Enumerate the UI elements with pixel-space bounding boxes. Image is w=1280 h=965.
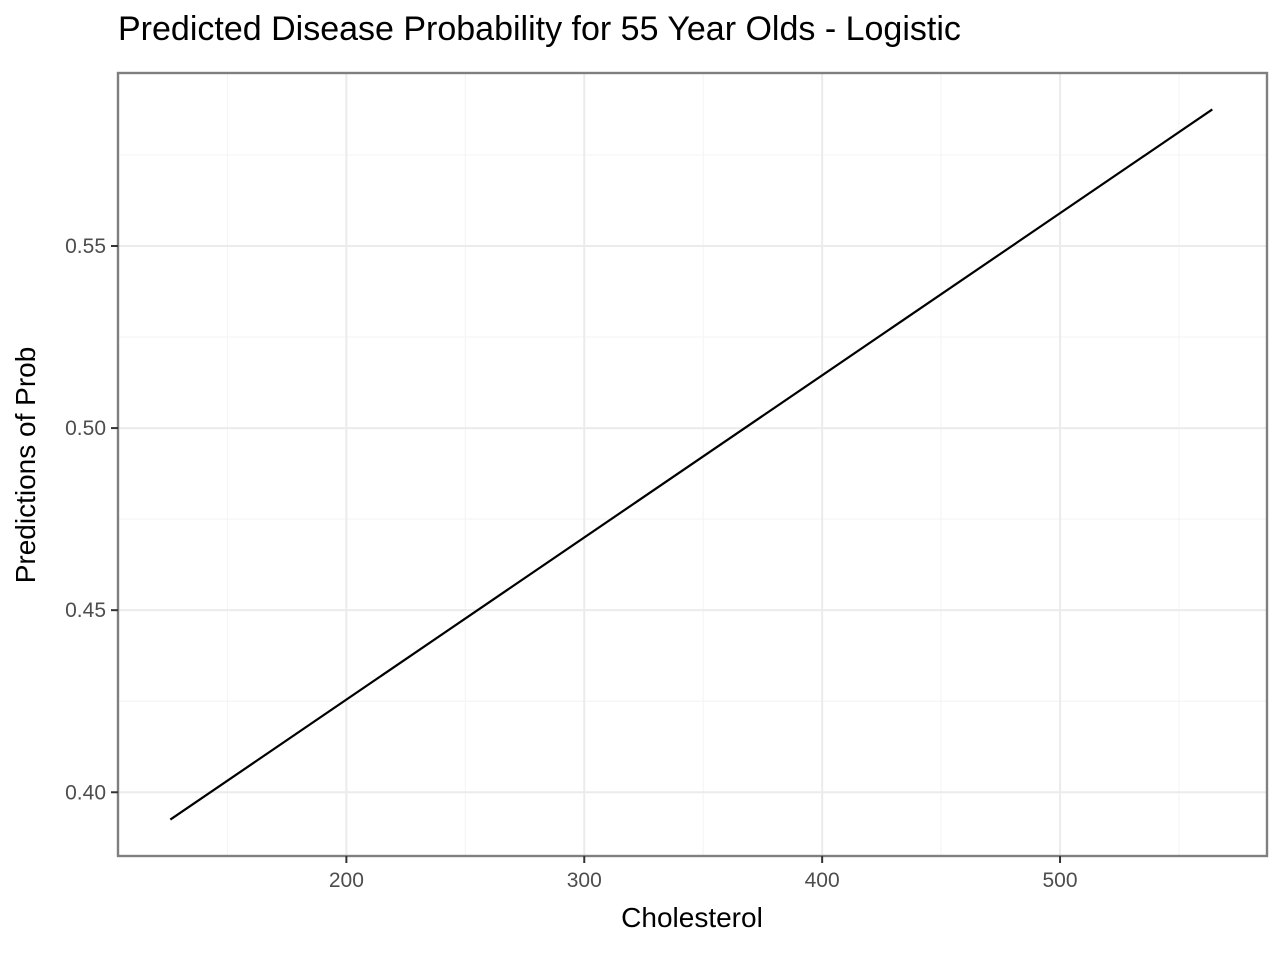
panel-border: [116, 71, 1269, 858]
major-grid: [118, 73, 1267, 856]
chart-title: Predicted Disease Probability for 55 Yea…: [118, 10, 961, 48]
x-axis-title: Cholesterol: [621, 902, 763, 933]
series-layer: [169, 108, 1213, 821]
y-tick-label: 0.55: [65, 235, 106, 258]
x-tick-label: 300: [567, 869, 602, 892]
y-tick-label: 0.40: [65, 781, 106, 804]
y-tick-label: 0.45: [65, 599, 106, 622]
x-tick-label: 200: [329, 869, 364, 892]
y-axis-title: Predictions of Prob: [10, 347, 41, 584]
x-tick-label: 500: [1043, 869, 1078, 892]
ticks-layer: 200 300 400 500 0.40 0.45 0.50 0.55: [65, 235, 1077, 892]
series-line: [169, 108, 1213, 821]
y-tick-label: 0.50: [65, 417, 106, 440]
x-tick-label: 400: [805, 869, 840, 892]
minor-grid: [118, 73, 1267, 856]
